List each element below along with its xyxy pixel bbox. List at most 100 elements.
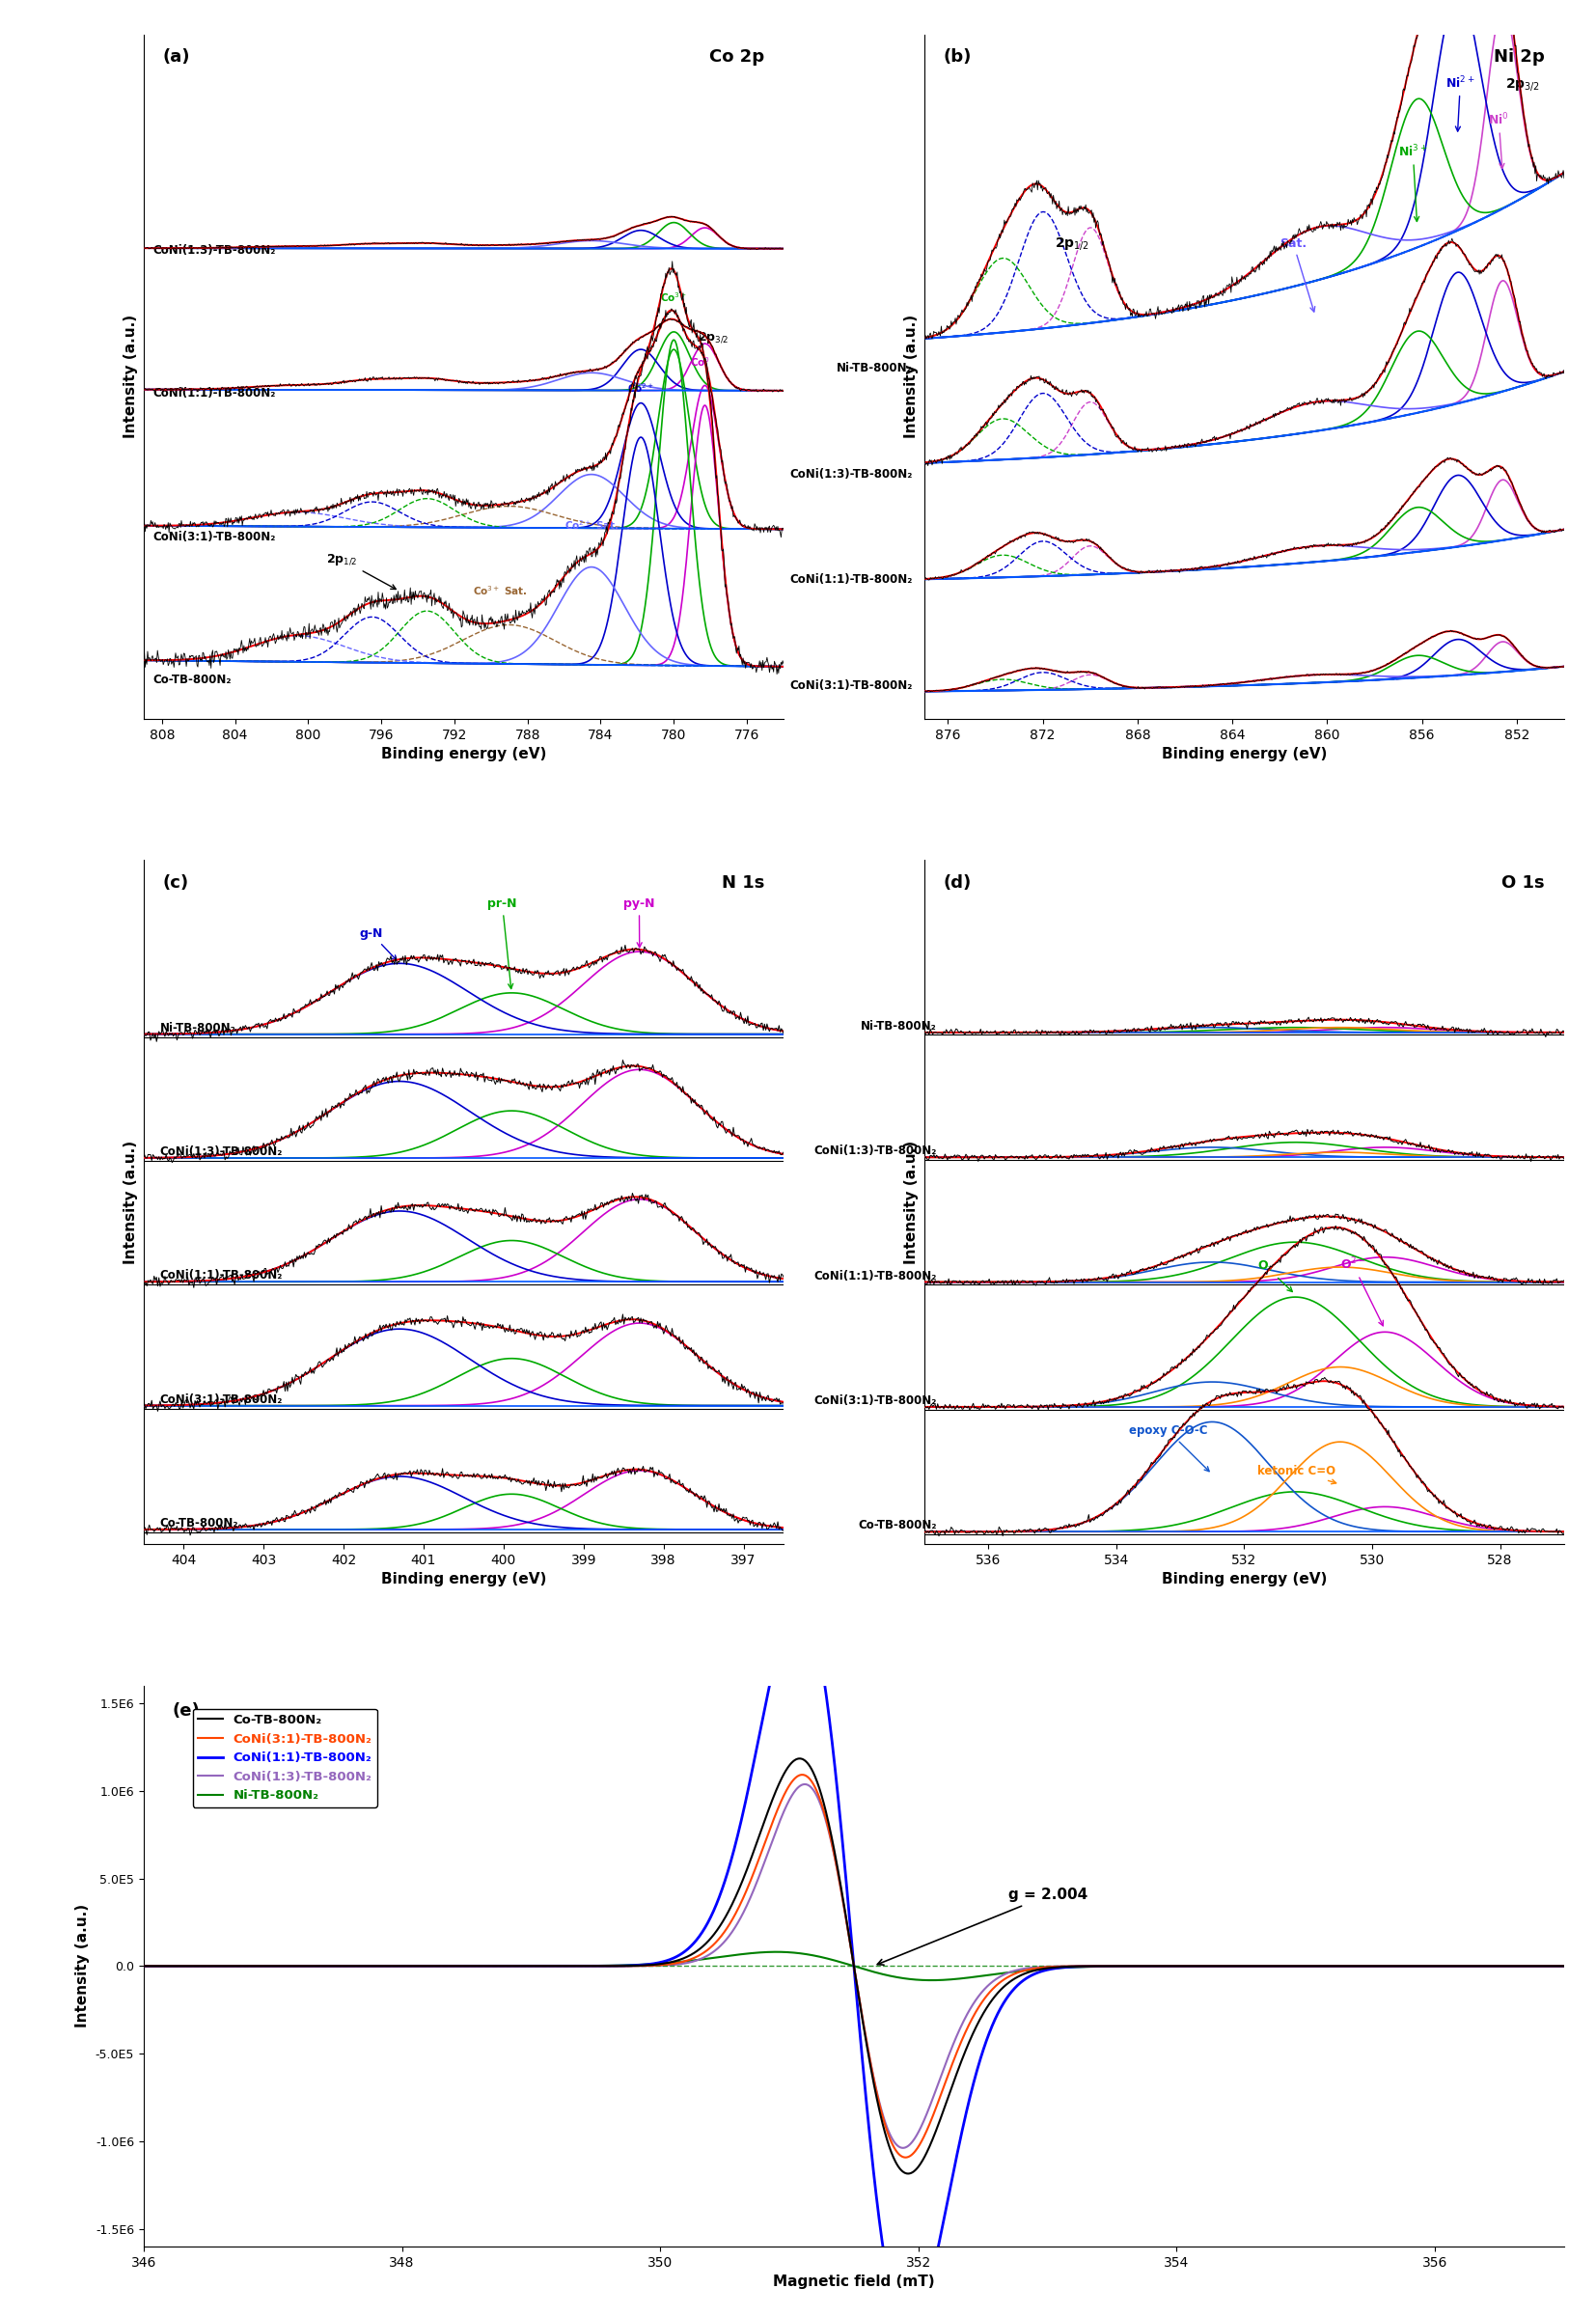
CoNi(1:3)-TB-800N₂ [134,1952,153,1980]
CoNi(3:1)-TB-800N₂ [895,2145,915,2172]
Y-axis label: Intensity (a.u.): Intensity (a.u.) [905,315,919,438]
Text: (d): (d) [943,873,972,892]
CoNi(1:3)-TB-800N₂ [825,1846,844,1874]
Co-TB-800N₂ [1555,1952,1574,1980]
Text: (b): (b) [943,49,972,65]
Ni-TB-800N₂ [1515,1952,1534,1980]
Text: Ni$^{3+}$: Ni$^{3+}$ [1398,144,1428,222]
CoNi(1:3)-TB-800N₂ [787,1774,806,1802]
Text: Ni$^{0}$: Ni$^{0}$ [1487,111,1510,169]
Text: Co-TB-800N₂: Co-TB-800N₂ [153,674,231,686]
Y-axis label: Intensity (a.u.): Intensity (a.u.) [75,1904,89,2029]
CoNi(3:1)-TB-800N₂ [787,1762,806,1790]
Ni-TB-800N₂ [825,1948,844,1976]
Text: epoxy C-O-C: epoxy C-O-C [1128,1424,1210,1471]
Line: Ni-TB-800N₂: Ni-TB-800N₂ [144,1952,1564,1980]
CoNi(3:1)-TB-800N₂ [793,1760,812,1788]
Text: CoNi(1:3)-TB-800N₂: CoNi(1:3)-TB-800N₂ [790,468,913,479]
CoNi(1:1)-TB-800N₂ [206,1952,225,1980]
X-axis label: Binding energy (eV): Binding energy (eV) [381,748,546,762]
Text: N 1s: N 1s [721,873,764,892]
Text: Ni-TB-800N₂: Ni-TB-800N₂ [836,361,913,375]
X-axis label: Binding energy (eV): Binding energy (eV) [1162,1573,1326,1586]
CoNi(1:1)-TB-800N₂ [1555,1952,1574,1980]
Ni-TB-800N₂ [134,1952,153,1980]
Co-TB-800N₂ [787,1746,806,1774]
Co-TB-800N₂ [899,2161,918,2189]
CoNi(1:1)-TB-800N₂ [1254,1952,1274,1980]
CoNi(1:1)-TB-800N₂ [787,1586,806,1614]
Line: CoNi(1:1)-TB-800N₂: CoNi(1:1)-TB-800N₂ [144,1598,1564,2316]
Text: CoNi(1:3)-TB-800N₂: CoNi(1:3)-TB-800N₂ [814,1144,937,1158]
Text: 2p$_{1/2}$: 2p$_{1/2}$ [1055,236,1090,252]
Text: CoNi(1:1)-TB-800N₂: CoNi(1:1)-TB-800N₂ [160,1269,282,1281]
Text: (e): (e) [172,1702,200,1721]
Ni-TB-800N₂ [1515,1952,1534,1980]
Y-axis label: Intensity (a.u.): Intensity (a.u.) [124,315,139,438]
CoNi(3:1)-TB-800N₂ [1515,1952,1534,1980]
Text: O$_v$: O$_v$ [1258,1260,1293,1292]
CoNi(1:1)-TB-800N₂ [1515,1952,1534,1980]
Text: CoNi(1:1)-TB-800N₂: CoNi(1:1)-TB-800N₂ [790,574,913,586]
CoNi(3:1)-TB-800N₂ [134,1952,153,1980]
Ni-TB-800N₂ [1555,1952,1574,1980]
Text: Co-TB-800N₂: Co-TB-800N₂ [160,1517,238,1529]
CoNi(1:1)-TB-800N₂ [790,1584,809,1612]
Text: Co$^{2+}$ Sat.: Co$^{2+}$ Sat. [565,519,619,533]
Text: (c): (c) [163,873,188,892]
Co-TB-800N₂ [134,1952,153,1980]
Text: 2p$_{3/2}$: 2p$_{3/2}$ [697,331,729,345]
Text: O$^{2-}$: O$^{2-}$ [1341,1258,1384,1325]
Line: CoNi(3:1)-TB-800N₂: CoNi(3:1)-TB-800N₂ [144,1774,1564,2159]
Text: Co$^{3+}$: Co$^{3+}$ [661,290,688,303]
Text: g-N: g-N [359,926,397,961]
Text: (a): (a) [163,49,190,65]
Text: Ni-TB-800N₂: Ni-TB-800N₂ [862,1019,937,1033]
Y-axis label: Intensity (a.u.): Intensity (a.u.) [905,1139,919,1265]
Ni-TB-800N₂ [766,1938,785,1966]
X-axis label: Binding energy (eV): Binding energy (eV) [1162,748,1326,762]
CoNi(1:3)-TB-800N₂ [894,2133,913,2161]
Text: Co$^{0}$: Co$^{0}$ [689,357,710,368]
Text: Ni-TB-800N₂: Ni-TB-800N₂ [160,1021,236,1035]
CoNi(1:3)-TB-800N₂ [1515,1952,1534,1980]
Text: ketonic C=O: ketonic C=O [1258,1464,1336,1485]
Text: CoNi(3:1)-TB-800N₂: CoNi(3:1)-TB-800N₂ [814,1394,937,1406]
Text: Ni 2p: Ni 2p [1494,49,1545,65]
X-axis label: Binding energy (eV): Binding energy (eV) [381,1573,546,1586]
Text: 2p$_{3/2}$: 2p$_{3/2}$ [1505,76,1540,93]
CoNi(3:1)-TB-800N₂ [1555,1952,1574,1980]
Text: Ni$^{2+}$: Ni$^{2+}$ [1446,74,1475,132]
Line: Co-TB-800N₂: Co-TB-800N₂ [144,1758,1564,2175]
Text: g = 2.004: g = 2.004 [878,1888,1088,1964]
Co-TB-800N₂ [206,1952,225,1980]
Ni-TB-800N₂ [1254,1952,1274,1980]
Text: Co-TB-800N₂: Co-TB-800N₂ [859,1519,937,1531]
CoNi(3:1)-TB-800N₂ [206,1952,225,1980]
Text: CoNi(1:1)-TB-800N₂: CoNi(1:1)-TB-800N₂ [814,1269,937,1283]
Ni-TB-800N₂ [206,1952,225,1980]
Legend: Co-TB-800N₂, CoNi(3:1)-TB-800N₂, CoNi(1:1)-TB-800N₂, CoNi(1:3)-TB-800N₂, Ni-TB-8: Co-TB-800N₂, CoNi(3:1)-TB-800N₂, CoNi(1:… [193,1709,377,1806]
Y-axis label: Intensity (a.u.): Intensity (a.u.) [124,1139,139,1265]
Co-TB-800N₂ [1515,1952,1534,1980]
Text: CoNi(1:1)-TB-800N₂: CoNi(1:1)-TB-800N₂ [153,387,276,401]
Ni-TB-800N₂ [788,1938,808,1966]
CoNi(1:3)-TB-800N₂ [206,1952,225,1980]
Text: Co 2p: Co 2p [709,49,764,65]
Text: CoNi(3:1)-TB-800N₂: CoNi(3:1)-TB-800N₂ [160,1394,282,1406]
Text: py-N: py-N [624,899,654,947]
Text: CoNi(1:3)-TB-800N₂: CoNi(1:3)-TB-800N₂ [153,243,276,257]
CoNi(3:1)-TB-800N₂ [825,1844,844,1871]
Ni-TB-800N₂ [922,1966,942,1994]
CoNi(3:1)-TB-800N₂ [1254,1952,1274,1980]
CoNi(1:3)-TB-800N₂ [795,1769,814,1797]
Text: CoNi(3:1)-TB-800N₂: CoNi(3:1)-TB-800N₂ [790,679,913,692]
Text: 2p$_{1/2}$: 2p$_{1/2}$ [327,551,396,588]
CoNi(1:3)-TB-800N₂ [1254,1952,1274,1980]
CoNi(1:1)-TB-800N₂ [825,1756,844,1783]
Text: pr-N: pr-N [487,899,517,989]
Co-TB-800N₂ [1515,1952,1534,1980]
Text: Co$^{2+}$: Co$^{2+}$ [627,382,654,396]
CoNi(1:3)-TB-800N₂ [1555,1952,1574,1980]
Co-TB-800N₂ [790,1744,809,1772]
